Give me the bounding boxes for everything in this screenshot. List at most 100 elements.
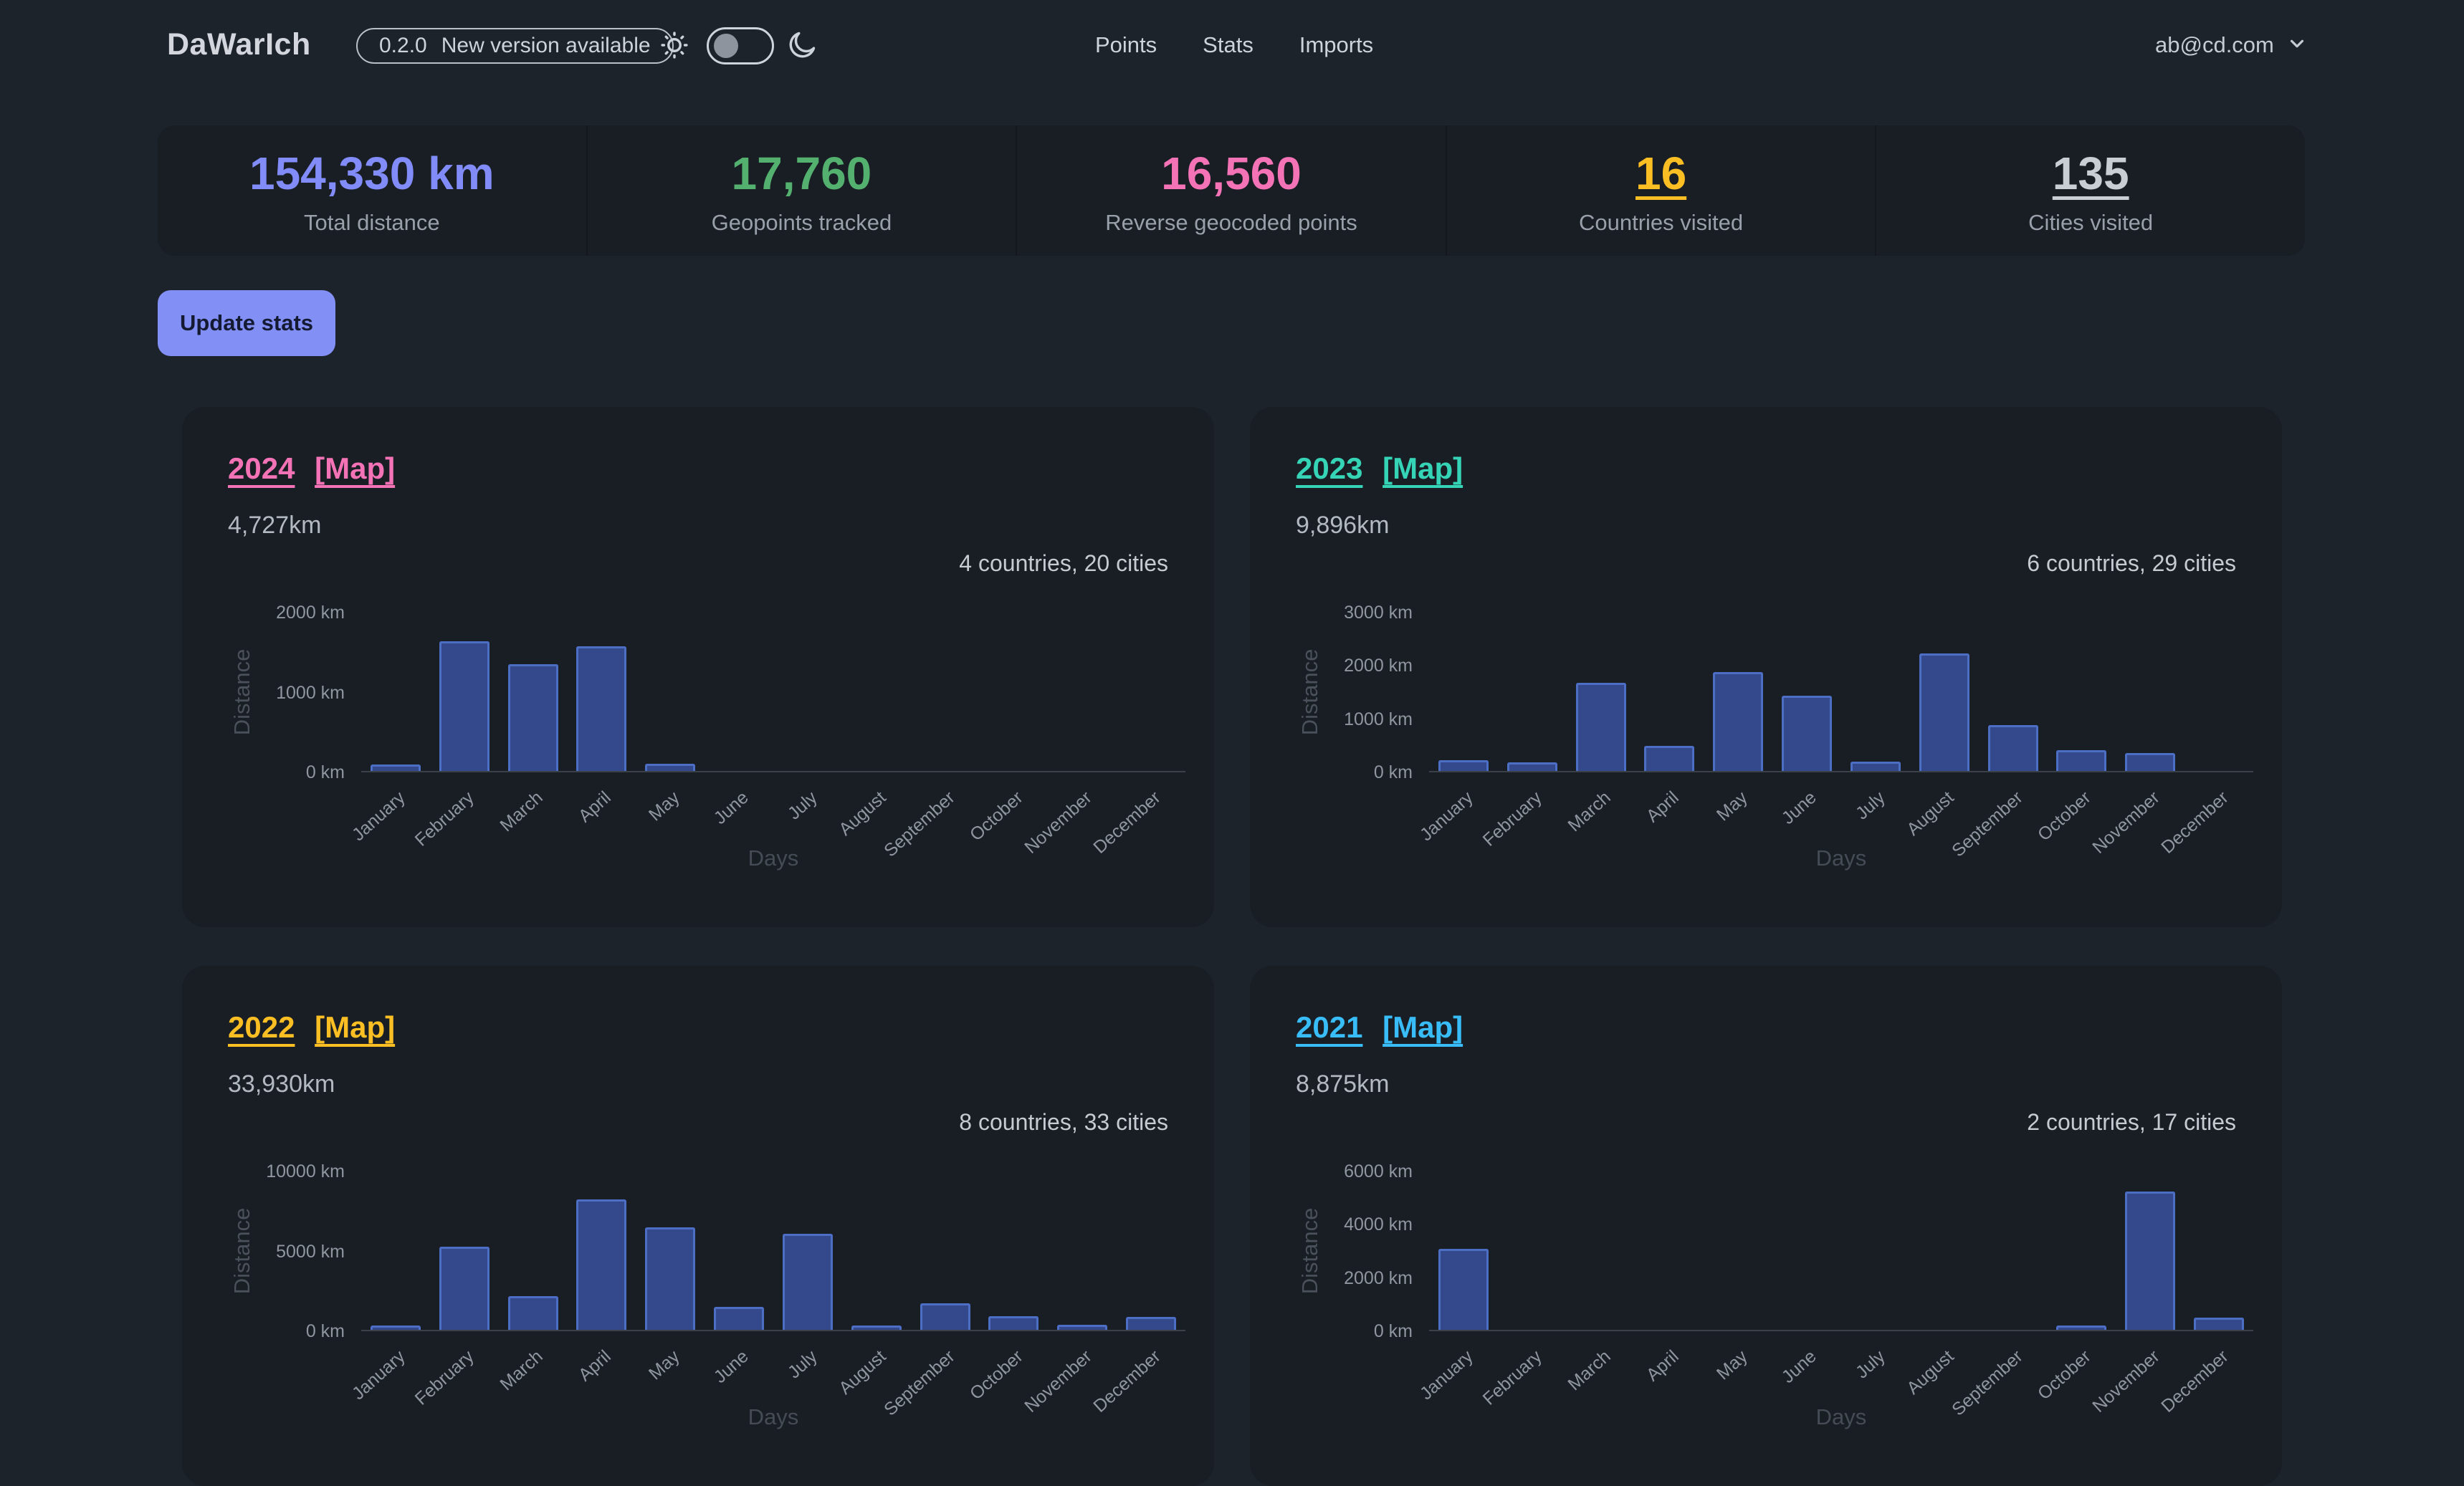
year-distance: 4,727km: [228, 512, 322, 539]
y-axis-ticks: 0 km 2000 km 4000 km 6000 km: [1271, 1161, 1418, 1341]
x-tick-label: July: [783, 1346, 821, 1383]
map-link[interactable]: [Map]: [315, 451, 396, 485]
x-axis-ticks: January February March April May June July Augu…: [348, 777, 1185, 899]
app-logo: DaWarIch: [167, 27, 311, 62]
x-tick-label: July: [1851, 787, 1889, 824]
chart-bar-february: [1506, 762, 1557, 771]
y-tick-label: 10000 km: [266, 1161, 345, 1181]
stat-cities-visited: 135 Cities visited: [1876, 125, 2305, 256]
x-tick-label: March: [495, 1346, 547, 1395]
x-tick-label: October: [966, 787, 1028, 845]
chart-bar-october: [988, 1316, 1039, 1330]
stat-value: 16,560: [1161, 148, 1302, 199]
x-tick-label: April: [575, 1346, 616, 1386]
stat-total-distance: 154,330 km Total distance: [158, 125, 588, 256]
user-email: ab@cd.com: [2155, 32, 2274, 57]
x-tick-label: January: [348, 787, 409, 845]
cities-visited-link[interactable]: 135: [2052, 148, 2129, 199]
y-tick-label: 0 km: [305, 762, 345, 782]
chart-bar-october: [2056, 750, 2107, 771]
bar-chart-plot: [1429, 1171, 2253, 1331]
stat-countries-visited: 16 Countries visited: [1447, 125, 1877, 256]
user-menu[interactable]: ab@cd.com: [2155, 0, 2308, 90]
bar-chart-plot: [361, 1171, 1185, 1331]
countries-cities-summary: 8 countries, 33 cities: [959, 1109, 1168, 1135]
nav-imports[interactable]: Imports: [1299, 32, 1374, 57]
chart-bar-march: [507, 1296, 558, 1330]
year-link[interactable]: 2021: [1296, 1010, 1363, 1044]
chart-bar-november: [1057, 1325, 1108, 1330]
x-axis-ticks: January February March April May June July Augu…: [1416, 1336, 2253, 1458]
stat-label: Total distance: [304, 210, 440, 235]
countries-visited-link[interactable]: 16: [1635, 148, 1687, 199]
chart-bar-december: [1126, 1317, 1177, 1330]
year-cards-grid: 2024 [Map] 4,727km 4 countries, 20 citie…: [182, 407, 2282, 1486]
year-distance: 9,896km: [1296, 512, 1390, 539]
y-tick-label: 1000 km: [276, 682, 345, 703]
version-badge[interactable]: 0.2.0 New version available: [356, 28, 674, 64]
x-tick-label: February: [1479, 1346, 1546, 1409]
bar-chart-plot: [361, 613, 1185, 772]
chart-bar-january: [1438, 1248, 1489, 1330]
stat-label: Cities visited: [2028, 210, 2154, 235]
y-tick-label: 0 km: [305, 1321, 345, 1341]
chart-bar-september: [920, 1303, 970, 1330]
chart-bar-february: [439, 1247, 490, 1330]
new-version-message: New version available: [441, 34, 651, 57]
stat-value: 17,760: [731, 148, 872, 199]
map-link[interactable]: [Map]: [1383, 451, 1463, 485]
chart-bar-april: [1644, 746, 1695, 771]
y-tick-label: 2000 km: [1344, 1267, 1413, 1288]
card-title: 2021 [Map]: [1296, 1010, 1463, 1045]
y-tick-label: 2000 km: [276, 603, 345, 623]
year-link[interactable]: 2023: [1296, 451, 1363, 485]
x-tick-label: July: [783, 787, 821, 824]
x-axis-title: Days: [1815, 1404, 1867, 1429]
y-tick-label: 5000 km: [276, 1241, 345, 1262]
x-tick-label: October: [2034, 1346, 2096, 1404]
chart-bar-january: [370, 764, 421, 771]
nav-points[interactable]: Points: [1095, 32, 1157, 57]
x-tick-label: May: [645, 787, 684, 825]
chart-bar-january: [370, 1326, 421, 1330]
y-tick-label: 3000 km: [1344, 603, 1413, 623]
x-tick-label: June: [1777, 1346, 1820, 1388]
y-tick-label: 6000 km: [1344, 1161, 1413, 1181]
x-tick-label: October: [966, 1346, 1028, 1404]
countries-cities-summary: 2 countries, 17 cities: [2027, 1109, 2236, 1135]
version-number: 0.2.0: [379, 34, 427, 57]
x-tick-label: February: [1479, 787, 1546, 850]
chart-bar-december: [2194, 1318, 2245, 1330]
year-link[interactable]: 2022: [228, 1010, 295, 1044]
map-link[interactable]: [Map]: [1383, 1010, 1463, 1044]
theme-toggle[interactable]: [707, 27, 774, 64]
card-title: 2023 [Map]: [1296, 451, 1463, 486]
chart-bar-june: [714, 1306, 765, 1330]
stats-summary-panel: 154,330 km Total distance 17,760 Geopoin…: [158, 125, 2305, 256]
x-tick-label: July: [1851, 1346, 1889, 1383]
stat-label: Reverse geocoded points: [1105, 210, 1357, 235]
chart-bar-april: [576, 1199, 627, 1330]
x-tick-label: June: [710, 787, 753, 829]
stat-label: Geopoints tracked: [711, 210, 892, 235]
x-tick-label: April: [1643, 1346, 1684, 1386]
sun-icon: [658, 29, 691, 65]
x-tick-label: May: [645, 1346, 684, 1384]
y-tick-label: 0 km: [1373, 1321, 1413, 1341]
chart-bar-march: [1575, 682, 1626, 771]
year-card-2022: 2022 [Map] 33,930km 8 countries, 33 citi…: [182, 966, 1214, 1486]
update-stats-button[interactable]: Update stats: [158, 290, 335, 356]
x-tick-label: May: [1713, 1346, 1752, 1384]
year-card-2021: 2021 [Map] 8,875km 2 countries, 17 citie…: [1250, 966, 2282, 1486]
chart-bar-april: [576, 646, 627, 771]
map-link[interactable]: [Map]: [315, 1010, 396, 1044]
bar-chart-plot: [1429, 613, 2253, 772]
year-link[interactable]: 2024: [228, 451, 295, 485]
y-tick-label: 2000 km: [1344, 656, 1413, 676]
chart-bar-november: [2125, 1191, 2176, 1330]
chart-bar-september: [1987, 725, 2038, 771]
card-title: 2024 [Map]: [228, 451, 395, 486]
chevron-down-icon: [2286, 32, 2308, 59]
nav-stats[interactable]: Stats: [1203, 32, 1254, 57]
x-tick-label: August: [834, 787, 890, 840]
